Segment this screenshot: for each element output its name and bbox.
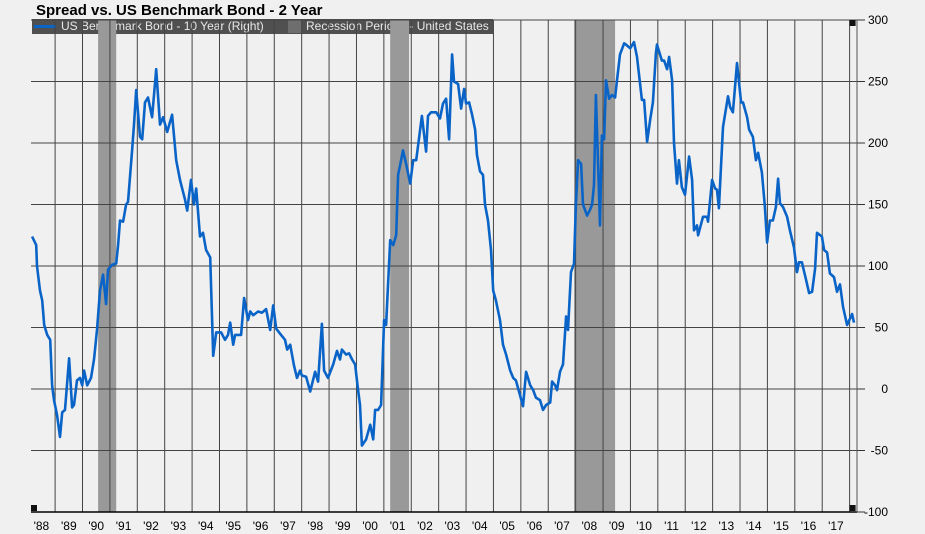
x-tick-label: '95 — [225, 519, 241, 533]
x-tick-label: '10 — [636, 519, 652, 533]
y-tick-label: -100 — [864, 505, 888, 519]
y-tick-label: 200 — [868, 136, 888, 150]
x-tick-label: '11 — [664, 519, 679, 533]
x-tick-label: '00 — [362, 519, 378, 533]
x-tick-label: '99 — [335, 519, 351, 533]
x-tick-label: '90 — [88, 519, 104, 533]
corner-marker — [849, 505, 856, 511]
series-line-10-year — [30, 40, 856, 447]
x-tick-label: '02 — [417, 519, 433, 533]
x-tick-label: '91 — [116, 519, 132, 533]
x-tick-label: '08 — [582, 519, 598, 533]
x-tick-label: '12 — [691, 519, 707, 533]
legend-box-icon — [288, 20, 302, 33]
x-tick-label: '94 — [198, 519, 214, 533]
y-tick-label: 250 — [868, 75, 888, 89]
y-tick-label: 0 — [881, 382, 888, 396]
x-tick-label: '88 — [34, 519, 50, 533]
x-tick-label: '14 — [746, 519, 762, 533]
corner-marker — [31, 505, 37, 511]
chart-title: Spread vs. US Benchmark Bond - 2 Year — [36, 2, 323, 19]
x-tick-label: '09 — [609, 519, 625, 533]
x-tick-label: '89 — [61, 519, 77, 533]
x-tick-label: '97 — [280, 519, 296, 533]
x-tick-label: '98 — [308, 519, 324, 533]
x-tick-label: '93 — [171, 519, 187, 533]
x-tick-label: '04 — [472, 519, 488, 533]
x-tick-label: '13 — [718, 519, 734, 533]
x-tick-label: '01 — [390, 519, 406, 533]
y-tick-label: 150 — [868, 198, 888, 212]
y-tick-label: 50 — [875, 321, 889, 335]
x-tick-label: '16 — [801, 519, 817, 533]
x-tick-label: '07 — [554, 519, 570, 533]
y-tick-label: -50 — [871, 444, 889, 458]
x-tick-label: '17 — [828, 519, 844, 533]
x-tick-label: '96 — [253, 519, 269, 533]
x-tick-label: '03 — [445, 519, 461, 533]
x-tick-label: '92 — [143, 519, 159, 533]
x-tick-label: '15 — [773, 519, 789, 533]
x-tick-label: '06 — [527, 519, 543, 533]
y-tick-label: 300 — [868, 13, 888, 27]
corner-marker — [849, 20, 856, 26]
y-tick-label: 100 — [868, 259, 888, 273]
x-tick-label: '05 — [499, 519, 515, 533]
legend-line-icon — [34, 25, 56, 28]
